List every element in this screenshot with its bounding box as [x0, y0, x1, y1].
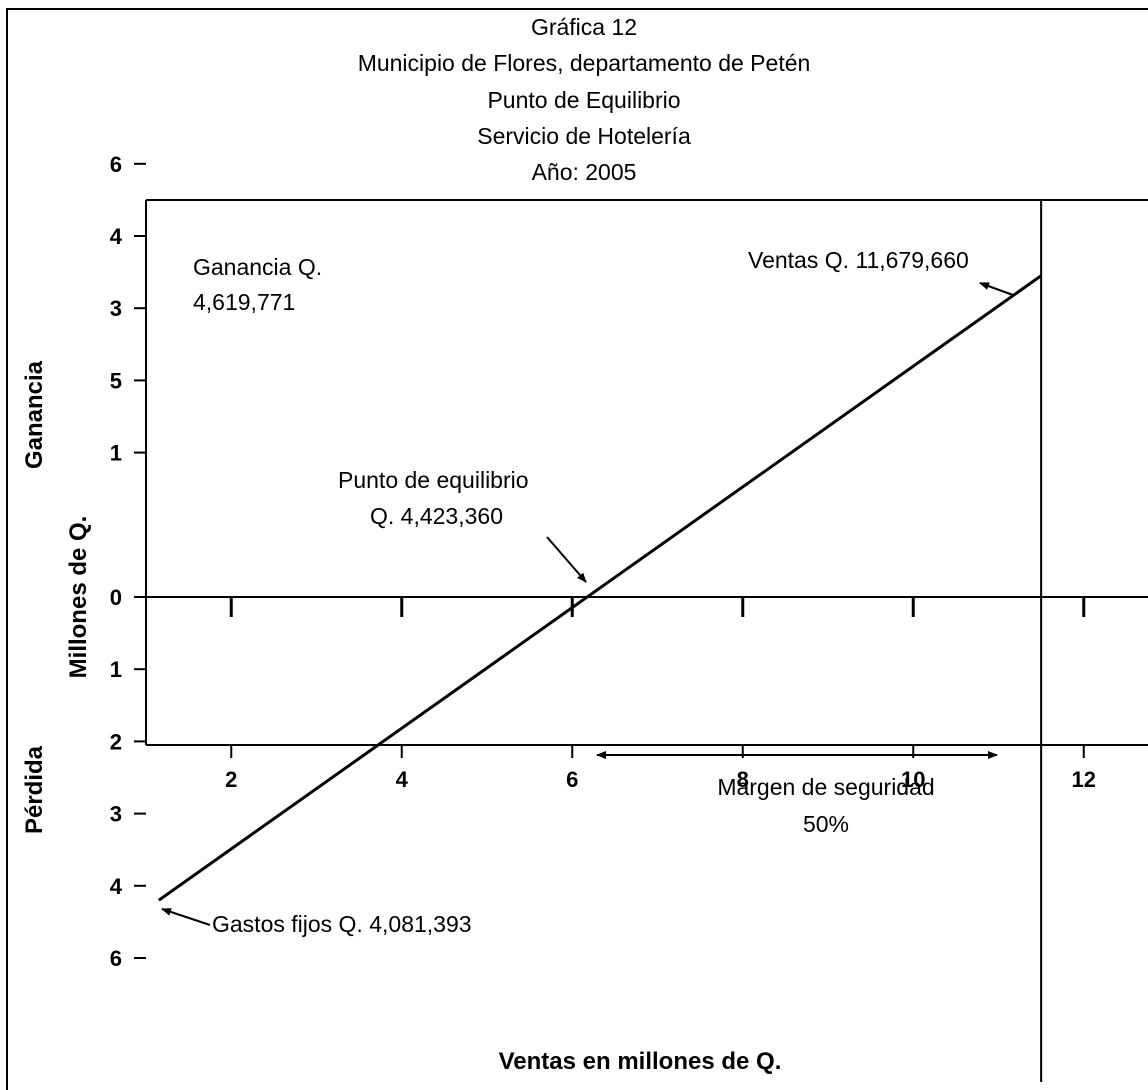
y-region-upper-label: Ganancia: [21, 360, 48, 469]
x-tick-label: 10: [901, 767, 925, 792]
y-tick-label: 0: [110, 585, 122, 610]
y-axis-title: Millones de Q.: [65, 516, 92, 679]
chart-title-line-1: Gráfica 12: [530, 14, 638, 40]
y-tick-label: 6: [110, 152, 122, 177]
x-tick-label: 2: [225, 767, 237, 792]
chart-frame: [6, 8, 1148, 1090]
x-tick-label: 6: [566, 767, 578, 792]
x-tick-label: 4: [396, 767, 409, 792]
y-tick-label: 4: [110, 224, 123, 249]
y-tick-label: 2: [110, 729, 122, 754]
chart-title-line-2: Municipio de Flores, departamento de Pet…: [357, 50, 811, 76]
ventas-arrow: [979, 282, 1014, 296]
ganancia-value: 4,619,771: [193, 289, 295, 315]
margen-seguridad-label: Margen de seguridad: [717, 774, 934, 800]
series-line: [157, 274, 1042, 902]
x-axis-title: Ventas en millones de Q.: [499, 1048, 782, 1075]
y-tick-label: 1: [110, 441, 122, 466]
y-region-lower-label: Pérdida: [21, 745, 48, 834]
punto-equilibrio-value: Q. 4,423,360: [370, 503, 503, 529]
x-tick-label: 12: [1072, 767, 1096, 792]
y-tick-label: 5: [110, 368, 122, 393]
gastos-fijos-label: Gastos fijos Q. 4,081,393: [212, 911, 472, 937]
chart-title-line-5: Año: 2005: [531, 159, 637, 185]
y-tick-label: 6: [110, 946, 122, 971]
y-axis-ticks: 6 4 3 5 1 0 1 2 3 4 6: [110, 152, 146, 971]
ganancia-label: Ganancia Q.: [193, 254, 322, 280]
y-tick-label: 3: [110, 296, 122, 321]
gastos-fijos-arrow: [161, 908, 211, 926]
y-tick-label: 3: [110, 802, 122, 827]
ventas-label: Ventas Q. 11,679,660: [748, 247, 969, 273]
zero-line-ticks: [229, 597, 1086, 617]
y-tick-label: 4: [110, 874, 123, 899]
y-tick-label: 1: [110, 657, 122, 682]
punto-equilibrio-label: Punto de equilibrio: [338, 467, 529, 493]
punto-equilibrio-arrow: [546, 536, 587, 583]
chart-title-line-4: Servicio de Hotelería: [477, 123, 691, 149]
margen-seguridad-value: 50%: [803, 811, 849, 837]
x-tick-label: 8: [737, 767, 749, 792]
chart-title-line-3: Punto de Equilibrio: [487, 87, 681, 113]
x-axis-ticks: 2 4 6 8 10 12: [225, 745, 1096, 792]
